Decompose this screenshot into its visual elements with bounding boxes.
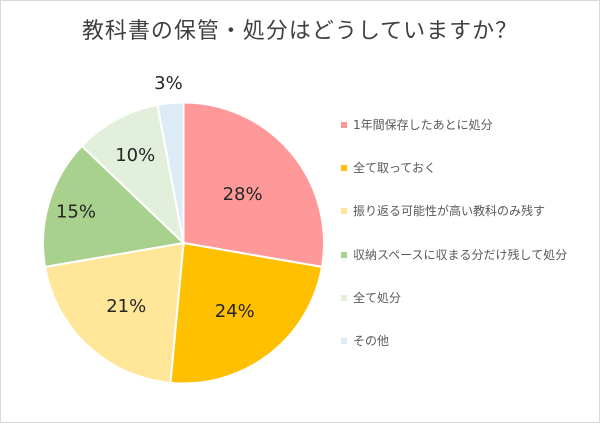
pie-slice — [80, 103, 186, 246]
chart-title: 教科書の保管・処分はどうしていますか？ — [81, 19, 519, 44]
legend-marker-icon — [341, 122, 347, 128]
slice-percent-label: 21% — [106, 296, 146, 317]
legend-marker-icon — [341, 252, 347, 258]
legend-label: その他 — [353, 334, 390, 348]
legend-label: 振り返る可能性が高い教科のみ残す — [353, 204, 546, 218]
slice-percent-label: 24% — [215, 301, 255, 322]
legend-label: 1年間保存したあとに処分 — [353, 118, 493, 132]
pie-slice — [182, 101, 325, 269]
legend-marker-icon — [341, 338, 347, 344]
legend-label: 全て処分 — [353, 291, 402, 305]
slice-percent-label: 3% — [154, 73, 183, 94]
legend-label: 収納スペースに収まる分だけ残して処分 — [353, 248, 568, 262]
pie-slice — [42, 144, 186, 269]
legend-label: 全て取っておく — [353, 161, 437, 175]
pie-slices — [42, 101, 325, 385]
legend-marker-icon — [341, 208, 347, 214]
pie-slice — [169, 241, 324, 385]
slice-percent-label: 10% — [115, 145, 155, 166]
pie-labels: 28% 24% 21% 15% 10% 3% — [56, 73, 263, 322]
legend-marker-icon — [341, 295, 347, 301]
legend-marker-icon — [341, 165, 347, 171]
slice-percent-label: 15% — [56, 201, 96, 222]
pie-slice — [43, 241, 185, 384]
pie-slice — [156, 101, 185, 244]
slice-percent-label: 28% — [223, 184, 263, 205]
